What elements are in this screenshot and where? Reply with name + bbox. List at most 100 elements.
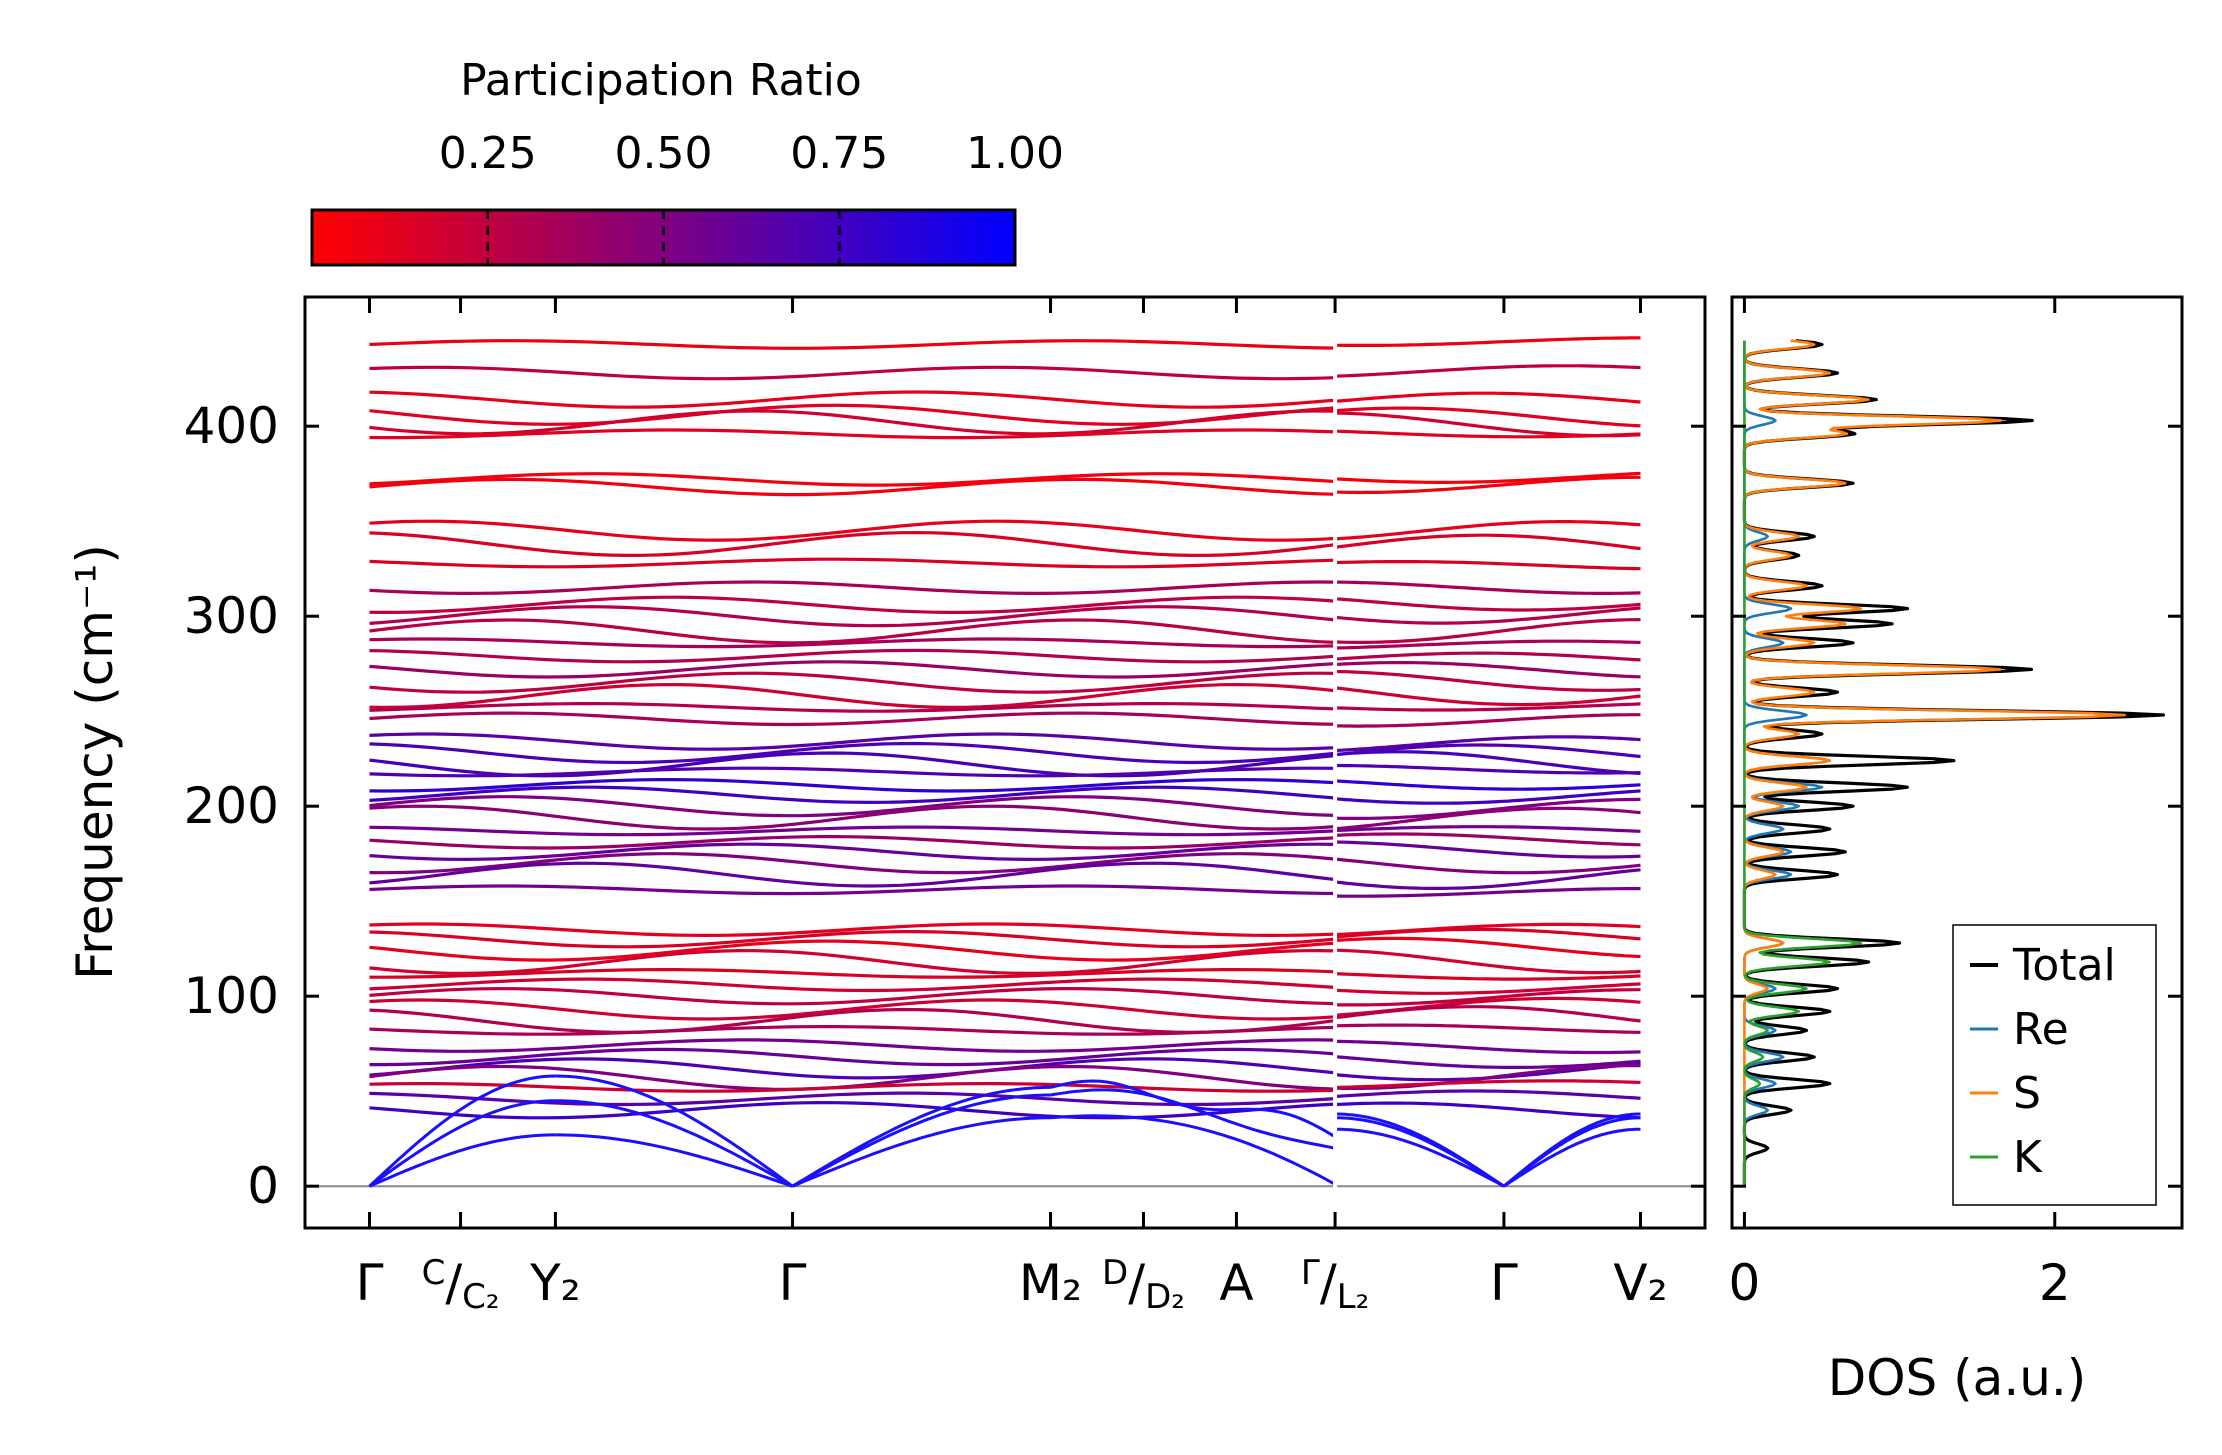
acoustic-branch bbox=[555, 1133, 793, 1188]
optical-band bbox=[1335, 471, 1641, 484]
optical-band bbox=[369, 939, 1336, 962]
band-lines bbox=[305, 301, 1705, 1224]
optical-band bbox=[1335, 763, 1641, 775]
optical-band bbox=[369, 1082, 1336, 1093]
acoustic-branch bbox=[791, 1116, 1051, 1188]
label-main: / bbox=[1320, 1254, 1337, 1312]
acoustic-branch bbox=[1050, 1114, 1336, 1186]
optical-band bbox=[1335, 982, 1641, 995]
band-xtick-label: C/C₂ bbox=[422, 1253, 500, 1317]
acoustic-branch bbox=[555, 1074, 794, 1188]
acoustic-branch bbox=[368, 1074, 556, 1188]
label-main: A bbox=[1219, 1254, 1253, 1312]
optical-band bbox=[369, 409, 1336, 436]
optical-band bbox=[369, 682, 1336, 710]
optical-band bbox=[369, 428, 1336, 440]
optical-band bbox=[1334, 789, 1641, 805]
colorbar-title: Participation Ratio bbox=[460, 55, 862, 106]
optical-band bbox=[1334, 1055, 1641, 1069]
colorbar-tick-label: 1.00 bbox=[966, 128, 1064, 179]
optical-band bbox=[1335, 618, 1641, 644]
optical-band bbox=[369, 930, 1336, 949]
optical-band bbox=[369, 1038, 1336, 1053]
segment-break bbox=[1333, 301, 1338, 1224]
optical-band bbox=[369, 998, 1336, 1021]
optical-band bbox=[369, 861, 1336, 888]
label-sup: D bbox=[1102, 1253, 1128, 1293]
optical-band bbox=[369, 795, 1336, 818]
optical-band bbox=[369, 711, 1336, 727]
optical-band bbox=[369, 580, 1336, 596]
optical-band bbox=[1334, 806, 1641, 831]
label-main: M₂ bbox=[1019, 1254, 1082, 1312]
label-main: / bbox=[1128, 1254, 1145, 1312]
optical-band bbox=[1335, 713, 1641, 728]
optical-band bbox=[369, 825, 1336, 837]
optical-band bbox=[1335, 364, 1641, 378]
optical-band bbox=[369, 977, 1336, 993]
optical-band bbox=[1334, 391, 1641, 404]
optical-band bbox=[369, 986, 1336, 1006]
legend-items: Total Re SK bbox=[1970, 940, 2116, 1183]
colorbar-tick-label: 0.25 bbox=[439, 128, 537, 179]
optical-band bbox=[1334, 406, 1641, 428]
legend-label: Re bbox=[2013, 1004, 2069, 1055]
optical-band bbox=[369, 637, 1336, 649]
band-plot-frame bbox=[303, 295, 1707, 1230]
acoustic-branch bbox=[1335, 1127, 1505, 1188]
label-sub: L₂ bbox=[1337, 1277, 1370, 1317]
optical-band bbox=[1334, 868, 1641, 890]
band-ytick-label: 100 bbox=[184, 967, 279, 1025]
optical-band bbox=[1335, 735, 1641, 753]
optical-band bbox=[1334, 1089, 1641, 1100]
band-ytick-label: 200 bbox=[184, 777, 279, 835]
optical-band bbox=[369, 732, 1336, 751]
acoustic-branch bbox=[555, 1099, 794, 1188]
optical-band bbox=[1335, 936, 1641, 959]
optical-band bbox=[1335, 1101, 1641, 1120]
optical-band bbox=[369, 777, 1336, 793]
optical-band bbox=[369, 530, 1336, 558]
legend-label: S bbox=[2013, 1068, 2041, 1119]
colorbar-ticks: 0.25 0.50 0.75 1.00 bbox=[439, 128, 1064, 265]
band-xtick-label: D/D₂ bbox=[1102, 1253, 1185, 1317]
dos-xtick-label: 0 bbox=[1729, 1254, 1761, 1312]
optical-band bbox=[1335, 661, 1641, 679]
acoustic-branch bbox=[791, 1085, 1051, 1188]
optical-band bbox=[369, 785, 1336, 805]
label-main: Γ bbox=[779, 1254, 807, 1312]
optical-band bbox=[1335, 702, 1641, 712]
optical-band bbox=[369, 605, 1336, 628]
label-sub: D₂ bbox=[1145, 1277, 1185, 1317]
band-xtick-label: Γ bbox=[779, 1254, 807, 1312]
optical-band bbox=[369, 472, 1336, 487]
optical-band bbox=[1335, 669, 1641, 692]
band-xtick-label: Γ bbox=[356, 1254, 384, 1312]
optical-band bbox=[1335, 651, 1641, 662]
colorbar: Participation Ratio 0.25 0.50 0.75 1.00 bbox=[310, 55, 1064, 267]
optical-band bbox=[369, 1057, 1336, 1080]
optical-band bbox=[369, 618, 1336, 645]
optical-band bbox=[1335, 475, 1641, 495]
optical-band bbox=[369, 339, 1336, 350]
colorbar-tick-label: 0.50 bbox=[615, 128, 713, 179]
optical-band bbox=[1335, 639, 1641, 650]
optical-band bbox=[369, 804, 1336, 831]
label-sup: Γ bbox=[1301, 1253, 1320, 1293]
band-ytick-label: 400 bbox=[184, 397, 279, 455]
acoustic-branch bbox=[1335, 1112, 1505, 1188]
optical-band bbox=[1335, 825, 1641, 833]
acoustic-branch bbox=[1503, 1127, 1641, 1188]
band-ylabel: Frequency (cm⁻¹) bbox=[66, 544, 124, 980]
optical-band bbox=[1335, 832, 1641, 847]
optical-band bbox=[369, 1047, 1336, 1067]
optical-band bbox=[369, 922, 1336, 938]
label-sub: C₂ bbox=[462, 1277, 499, 1317]
optical-band bbox=[1335, 779, 1641, 791]
optical-band bbox=[1334, 686, 1641, 707]
optical-band bbox=[1335, 1063, 1641, 1090]
dos-xtick-label: 2 bbox=[2039, 1254, 2071, 1312]
